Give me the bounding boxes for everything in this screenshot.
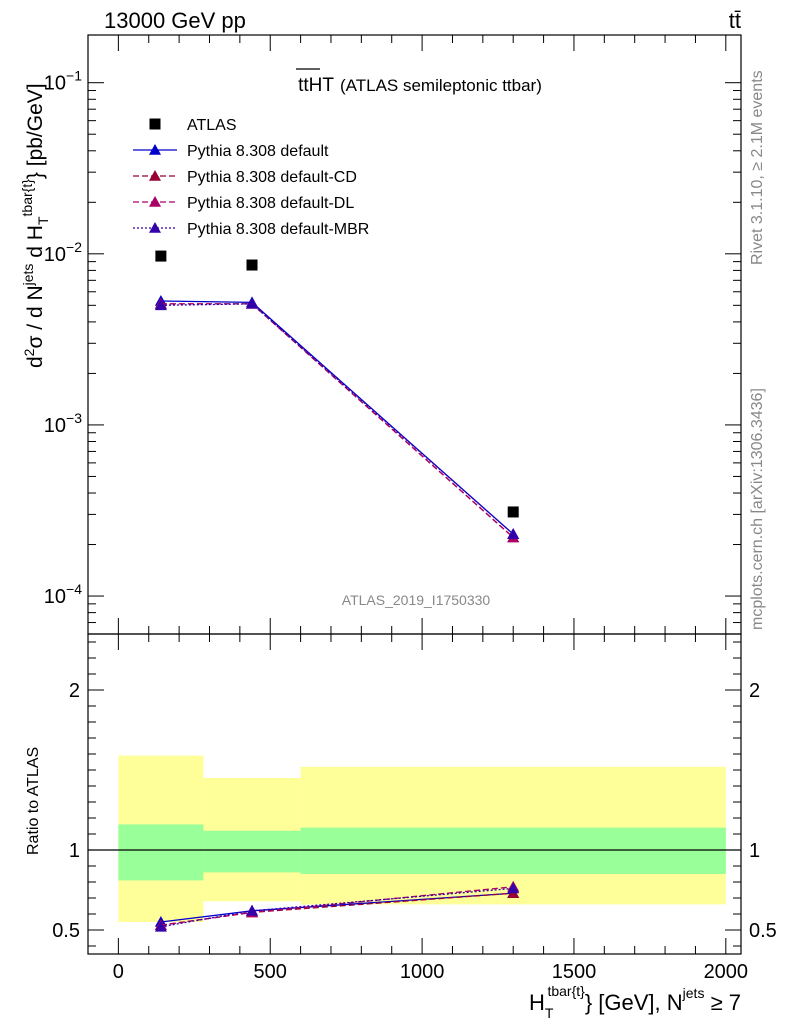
main-series-3-point bbox=[246, 297, 259, 309]
main-marks bbox=[154, 250, 520, 543]
x-axis-label: HTtbar{t}} [GeV], Njets ≥ 7 bbox=[529, 983, 741, 1021]
plot-title-main: ttHT bbox=[298, 75, 334, 96]
ratio-frame bbox=[87, 633, 742, 955]
legend-label-1: Pythia 8.308 default-CD bbox=[187, 169, 357, 186]
legend-atlas-label: ATLAS bbox=[187, 117, 237, 134]
ratio-series-3-point bbox=[246, 904, 259, 916]
main-series-line-1 bbox=[160, 303, 514, 538]
ratio-y-axis-label: Ratio to ATLAS bbox=[25, 747, 42, 855]
legend-label-0: Pythia 8.308 default bbox=[187, 143, 329, 160]
x-tick-label: 1500 bbox=[552, 961, 597, 983]
atlas-data-point bbox=[507, 506, 519, 518]
ratio-y-tick-label: 2 bbox=[69, 680, 80, 702]
plot-title: ttHT (ATLAS semileptonic ttbar) bbox=[298, 75, 542, 96]
ratio-y-tick-label-right: 0.5 bbox=[749, 920, 777, 942]
main-series-3-point bbox=[154, 299, 167, 311]
process-label: 13000 GeV pp bbox=[104, 8, 246, 33]
ratio-band-green-0 bbox=[118, 824, 204, 881]
legend-marker-0 bbox=[149, 144, 161, 155]
source-label: mcplots.cern.ch [arXiv:1306.3436] bbox=[749, 388, 766, 630]
main-x-ticks bbox=[87, 35, 727, 634]
ratio-x-ticks: 0 500 1000 1500 2000 bbox=[87, 634, 749, 983]
main-frame bbox=[87, 34, 742, 635]
ratio-panel: 0.5 0.5 1 1 2 2 0 500 1000 1500 2000 Ratio to ATL… bbox=[25, 633, 777, 1021]
main-y-tick-label: 10−3 bbox=[44, 410, 82, 437]
ratio-band-green-2 bbox=[300, 827, 726, 874]
main-series-line-0 bbox=[160, 300, 514, 535]
atlas-data-point bbox=[246, 259, 258, 271]
main-y-ticks: 10−1 10−2 10−3 10−4 bbox=[44, 68, 741, 635]
ratio-y-tick-label: 1 bbox=[69, 840, 80, 862]
main-series-3-point bbox=[507, 528, 520, 539]
legend-atlas-marker bbox=[149, 118, 161, 130]
x-tick-label: 1000 bbox=[400, 961, 445, 983]
ratio-marks bbox=[88, 755, 741, 932]
legend-marker-2 bbox=[149, 196, 161, 207]
main-panel: 10−1 10−2 10−3 10−4 ATLAS_2019_I1750330 ttH… bbox=[19, 34, 742, 635]
atlas-data-point bbox=[155, 250, 167, 262]
ratio-series-3-point bbox=[507, 882, 520, 894]
plot-title-suffix: (ATLAS semileptonic ttbar) bbox=[340, 76, 542, 95]
main-y-axis-label: d2σ / d Njets d HTtbar{t}} [pb/GeV] bbox=[19, 83, 51, 368]
ratio-y-tick-label-right: 1 bbox=[749, 840, 760, 862]
main-series-line-3 bbox=[160, 303, 514, 535]
ratio-y-tick-label-right: 2 bbox=[749, 680, 760, 702]
rivet-label: Rivet 3.1.10, ≥ 2.1M events bbox=[749, 70, 766, 265]
channel-label: tt̄ bbox=[729, 8, 741, 33]
legend-label-3: Pythia 8.308 default-MBR bbox=[187, 221, 369, 238]
legend-marker-3 bbox=[149, 222, 161, 233]
ratio-series-3-point bbox=[154, 920, 167, 932]
ratio-band-green-1 bbox=[203, 830, 301, 873]
main-series-line-2 bbox=[160, 303, 514, 538]
legend: ATLAS Pythia 8.308 default Pythia 8.308 de… bbox=[133, 117, 369, 238]
x-tick-label: 500 bbox=[254, 961, 287, 983]
analysis-watermark: ATLAS_2019_I1750330 bbox=[342, 592, 491, 608]
main-y-tick-label: 10−4 bbox=[44, 581, 82, 608]
x-tick-label: 2000 bbox=[704, 961, 749, 983]
legend-marker-1 bbox=[149, 170, 161, 181]
main-y-tick-label: 10−2 bbox=[44, 239, 82, 266]
ratio-y-tick-label: 0.5 bbox=[52, 920, 80, 942]
main-y-tick-label: 10−1 bbox=[44, 68, 82, 95]
ratio-y-ticks: 0.5 0.5 1 1 2 2 bbox=[52, 641, 777, 947]
legend-label-2: Pythia 8.308 default-DL bbox=[187, 195, 354, 212]
x-tick-label: 0 bbox=[113, 961, 124, 983]
